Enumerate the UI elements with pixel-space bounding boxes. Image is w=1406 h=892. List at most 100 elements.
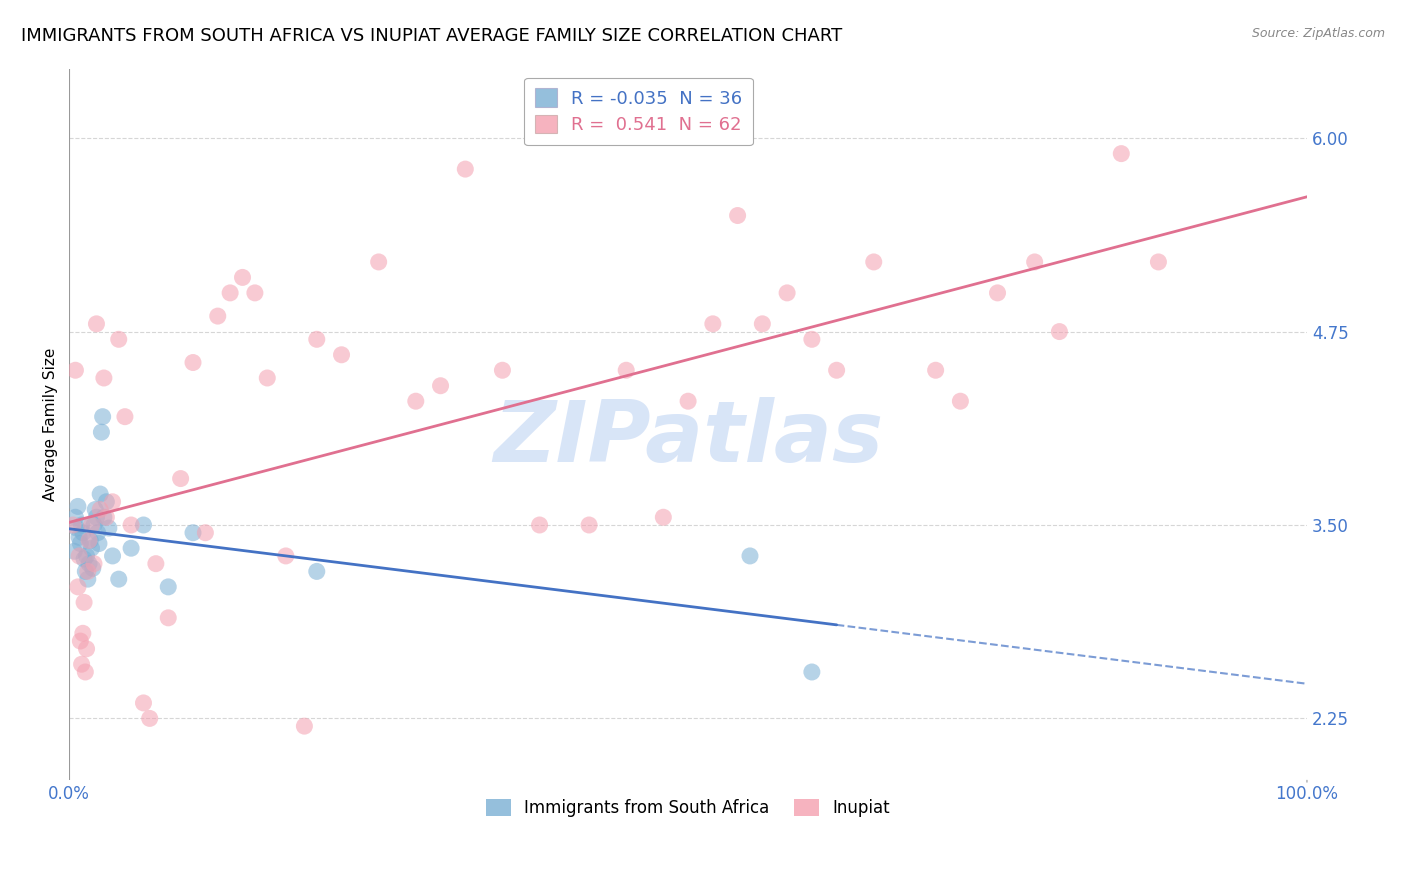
Point bbox=[405, 394, 427, 409]
Point bbox=[231, 270, 253, 285]
Point bbox=[194, 525, 217, 540]
Point bbox=[274, 549, 297, 563]
Point bbox=[702, 317, 724, 331]
Point bbox=[120, 541, 142, 556]
Point bbox=[491, 363, 513, 377]
Point bbox=[924, 363, 946, 377]
Point bbox=[69, 536, 91, 550]
Point bbox=[652, 510, 675, 524]
Point bbox=[67, 530, 90, 544]
Point bbox=[243, 285, 266, 300]
Point bbox=[330, 348, 353, 362]
Point bbox=[825, 363, 848, 377]
Point bbox=[1147, 255, 1170, 269]
Point bbox=[107, 332, 129, 346]
Point bbox=[256, 371, 278, 385]
Text: IMMIGRANTS FROM SOUTH AFRICA VS INUPIAT AVERAGE FAMILY SIZE CORRELATION CHART: IMMIGRANTS FROM SOUTH AFRICA VS INUPIAT … bbox=[21, 27, 842, 45]
Y-axis label: Average Family Size: Average Family Size bbox=[44, 348, 58, 501]
Point bbox=[70, 518, 93, 533]
Point bbox=[578, 518, 600, 533]
Point bbox=[83, 557, 105, 571]
Point bbox=[89, 502, 111, 516]
Point bbox=[89, 487, 111, 501]
Point bbox=[79, 533, 101, 548]
Point bbox=[429, 378, 451, 392]
Point bbox=[101, 495, 124, 509]
Point bbox=[65, 363, 87, 377]
Point bbox=[454, 162, 477, 177]
Point bbox=[529, 518, 551, 533]
Point bbox=[120, 518, 142, 533]
Point bbox=[676, 394, 699, 409]
Point bbox=[76, 572, 98, 586]
Point bbox=[73, 552, 96, 566]
Point bbox=[738, 549, 761, 563]
Point bbox=[70, 657, 93, 672]
Point bbox=[76, 641, 98, 656]
Point bbox=[727, 209, 749, 223]
Point bbox=[97, 521, 120, 535]
Point bbox=[138, 711, 160, 725]
Point bbox=[107, 572, 129, 586]
Point bbox=[132, 696, 155, 710]
Text: Source: ZipAtlas.com: Source: ZipAtlas.com bbox=[1251, 27, 1385, 40]
Point bbox=[84, 502, 107, 516]
Point bbox=[986, 285, 1008, 300]
Point bbox=[93, 510, 115, 524]
Point bbox=[114, 409, 136, 424]
Point bbox=[65, 510, 87, 524]
Point bbox=[86, 525, 108, 540]
Point bbox=[66, 580, 89, 594]
Point bbox=[800, 665, 823, 679]
Point bbox=[1111, 146, 1133, 161]
Point bbox=[1024, 255, 1046, 269]
Point bbox=[82, 561, 104, 575]
Point bbox=[76, 549, 98, 563]
Point bbox=[77, 533, 100, 548]
Point bbox=[614, 363, 637, 377]
Point bbox=[75, 565, 97, 579]
Point bbox=[83, 518, 105, 533]
Point bbox=[1047, 325, 1070, 339]
Point bbox=[169, 472, 191, 486]
Point bbox=[72, 525, 94, 540]
Point bbox=[305, 565, 328, 579]
Point bbox=[96, 510, 118, 524]
Point bbox=[145, 557, 167, 571]
Point bbox=[62, 518, 84, 533]
Point bbox=[90, 425, 112, 439]
Point bbox=[93, 371, 115, 385]
Point bbox=[75, 665, 97, 679]
Point bbox=[132, 518, 155, 533]
Point bbox=[367, 255, 389, 269]
Legend: Immigrants from South Africa, Inupiat: Immigrants from South Africa, Inupiat bbox=[478, 790, 898, 825]
Point bbox=[77, 557, 100, 571]
Point bbox=[157, 611, 180, 625]
Point bbox=[101, 549, 124, 563]
Point bbox=[207, 309, 229, 323]
Text: ZIPatlas: ZIPatlas bbox=[494, 397, 883, 480]
Point bbox=[800, 332, 823, 346]
Point bbox=[69, 634, 91, 648]
Point bbox=[67, 549, 90, 563]
Point bbox=[66, 500, 89, 514]
Point bbox=[776, 285, 799, 300]
Point bbox=[181, 355, 204, 369]
Point bbox=[157, 580, 180, 594]
Point bbox=[862, 255, 884, 269]
Point bbox=[86, 317, 108, 331]
Point bbox=[96, 495, 118, 509]
Point bbox=[751, 317, 773, 331]
Point bbox=[91, 409, 114, 424]
Point bbox=[87, 536, 110, 550]
Point bbox=[72, 626, 94, 640]
Point bbox=[80, 541, 103, 556]
Point bbox=[949, 394, 972, 409]
Point bbox=[76, 565, 98, 579]
Point bbox=[181, 525, 204, 540]
Point bbox=[294, 719, 316, 733]
Point bbox=[80, 518, 103, 533]
Point bbox=[66, 521, 89, 535]
Point bbox=[86, 510, 108, 524]
Point bbox=[305, 332, 328, 346]
